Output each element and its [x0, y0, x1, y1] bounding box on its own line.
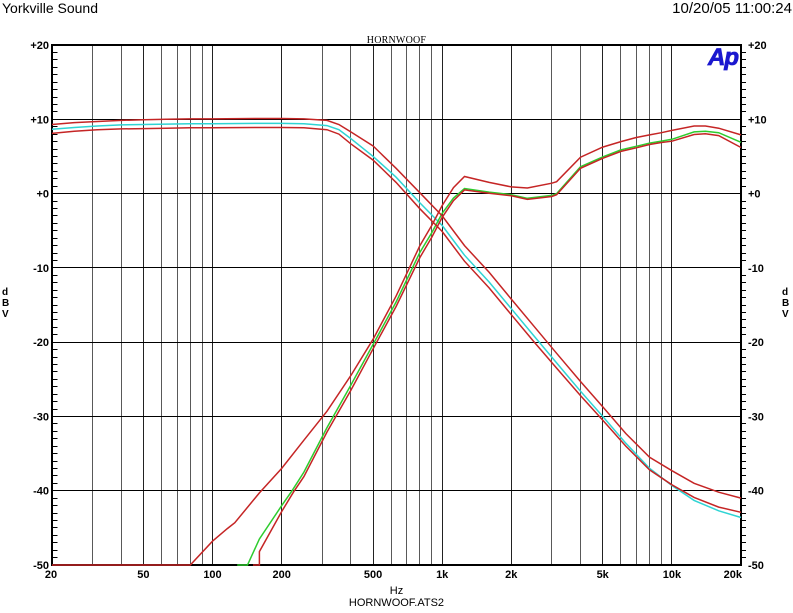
svg-text:500: 500: [364, 569, 382, 581]
svg-text:+20: +20: [30, 40, 49, 52]
svg-text:-50: -50: [748, 560, 764, 572]
svg-text:-20: -20: [33, 337, 49, 349]
svg-text:200: 200: [273, 569, 291, 581]
svg-text:+0: +0: [748, 189, 761, 201]
svg-text:1k: 1k: [436, 569, 449, 581]
svg-text:-50: -50: [33, 560, 49, 572]
svg-text:-10: -10: [748, 263, 764, 275]
svg-text:2k: 2k: [505, 569, 518, 581]
svg-text:-30: -30: [33, 411, 49, 423]
svg-text:+10: +10: [748, 114, 767, 126]
svg-text:20k: 20k: [724, 569, 743, 581]
svg-text:-30: -30: [748, 411, 764, 423]
svg-text:5k: 5k: [597, 569, 610, 581]
svg-text:-40: -40: [748, 486, 764, 498]
svg-text:+20: +20: [748, 40, 767, 52]
svg-text:20: 20: [45, 569, 57, 581]
svg-text:-10: -10: [33, 263, 49, 275]
svg-text:-20: -20: [748, 337, 764, 349]
svg-text:-40: -40: [33, 486, 49, 498]
svg-text:+0: +0: [36, 189, 49, 201]
svg-text:100: 100: [203, 569, 221, 581]
svg-text:50: 50: [137, 569, 149, 581]
svg-text:10k: 10k: [663, 569, 682, 581]
svg-text:+10: +10: [30, 114, 49, 126]
